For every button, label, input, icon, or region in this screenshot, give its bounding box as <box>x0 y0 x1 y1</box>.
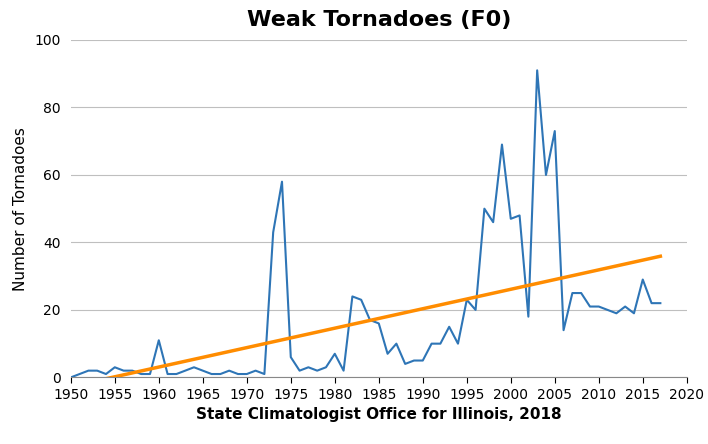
Y-axis label: Number of Tornadoes: Number of Tornadoes <box>13 127 28 291</box>
X-axis label: State Climatologist Office for Illinois, 2018: State Climatologist Office for Illinois,… <box>196 408 561 422</box>
Title: Weak Tornadoes (F0): Weak Tornadoes (F0) <box>246 10 511 30</box>
